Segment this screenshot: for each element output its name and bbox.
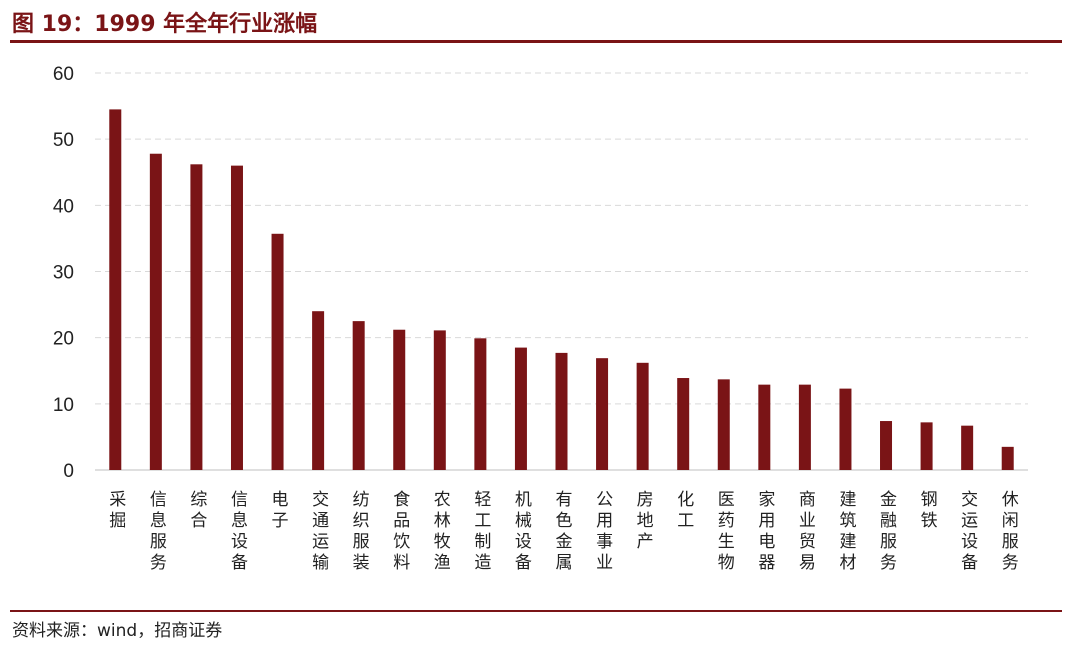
bar [880, 421, 893, 470]
bar [352, 321, 365, 470]
footer-divider [10, 610, 1062, 612]
x-tick-label: 采掘 [105, 490, 126, 532]
bar [433, 330, 446, 470]
x-tick-label: 有色金属 [552, 490, 573, 574]
x-tick-label: 公用事业 [592, 490, 613, 574]
y-tick-label: 30 [53, 263, 74, 284]
bar [717, 379, 730, 470]
bar [109, 109, 122, 471]
bar [271, 233, 284, 470]
bar [1001, 446, 1014, 470]
x-tick-label: 食品饮料 [389, 490, 410, 574]
bar [230, 165, 243, 470]
bar [677, 378, 690, 470]
x-tick-label: 金融服务 [876, 490, 897, 574]
x-tick-label: 医药生物 [714, 490, 735, 574]
title-divider [10, 40, 1062, 43]
bar [920, 422, 933, 470]
x-tick-label: 机械设备 [511, 490, 532, 574]
x-tick-label: 休闲服务 [998, 490, 1019, 574]
bar [596, 358, 609, 470]
bar [474, 338, 487, 470]
x-tick-label: 农林牧渔 [430, 490, 451, 574]
bar [393, 329, 406, 470]
bar [514, 347, 527, 470]
bar [758, 384, 771, 470]
x-tick-label: 化工 [673, 490, 694, 532]
bar [312, 311, 325, 470]
source-note: 资料来源：wind，招商证券 [12, 621, 223, 641]
x-tick-label: 轻工制造 [470, 490, 491, 574]
y-tick-label: 20 [53, 329, 74, 350]
x-tick-label: 房地产 [633, 490, 654, 553]
x-tick-label: 建筑建材 [835, 490, 856, 574]
bars [109, 109, 1014, 471]
y-tick-label: 0 [63, 461, 74, 482]
y-axis: 0 10 20 30 40 50 60 [53, 64, 74, 482]
bar-chart: 0 10 20 30 40 50 60 采掘 信息服务 综合 信息设备 电子 交通运输 纺织服装 食品饮料… [53, 64, 1028, 574]
x-tick-label: 交通运输 [308, 490, 329, 574]
x-tick-label: 交运设备 [957, 490, 978, 574]
y-tick-label: 50 [53, 130, 74, 151]
bar [798, 384, 811, 470]
bar [839, 388, 852, 470]
x-tick-label: 纺织服装 [349, 490, 370, 574]
x-tick-label: 商业贸易 [795, 490, 816, 574]
x-tick-label: 综合 [186, 490, 207, 532]
bar [961, 425, 974, 470]
x-tick-label: 信息服务 [146, 490, 167, 574]
y-tick-label: 40 [53, 196, 74, 217]
y-tick-label: 60 [53, 64, 74, 85]
y-tick-label: 10 [53, 395, 74, 416]
bar [190, 164, 203, 470]
x-tick-label: 家用电器 [754, 490, 775, 574]
x-axis-labels: 采掘 信息服务 综合 信息设备 电子 交通运输 纺织服装 食品饮料 农林牧渔 轻工制造 机械设备 有色… [105, 490, 1018, 574]
x-tick-label: 电子 [268, 490, 289, 532]
bar [149, 153, 162, 470]
bar [636, 362, 649, 470]
x-tick-label: 信息设备 [227, 490, 248, 574]
bar [555, 352, 568, 470]
chart-title: 图 19：1999 年全年行业涨幅 [12, 12, 318, 37]
x-tick-label: 钢铁 [917, 490, 938, 532]
